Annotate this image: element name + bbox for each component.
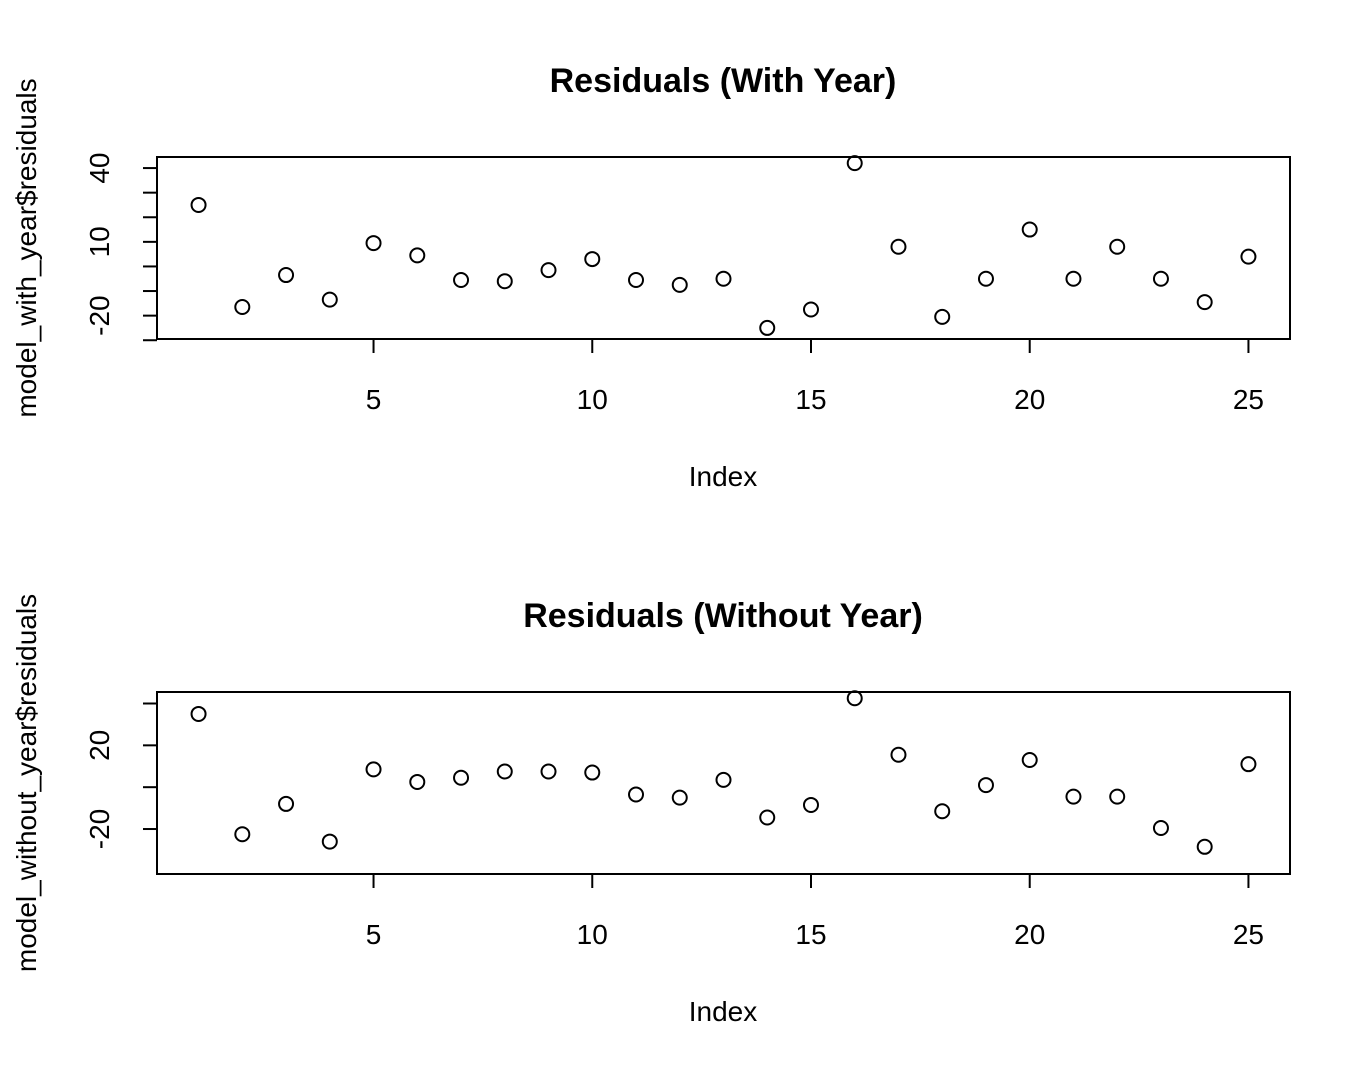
x-tick-label: 15 [795, 919, 826, 950]
data-point [934, 308, 951, 325]
residuals-without-year-panel: Residuals (Without Year) 5 10 15 20 25 -20 20… [11, 594, 1291, 1027]
data-point [540, 262, 557, 279]
x-tick-label: 20 [1014, 384, 1045, 415]
data-point [1109, 788, 1126, 805]
x-tick-label: 10 [577, 384, 608, 415]
data-point [190, 705, 207, 722]
data-point [1152, 270, 1169, 287]
x-tick-label: 5 [366, 384, 382, 415]
data-point [365, 235, 382, 252]
data-point [628, 271, 645, 288]
data-point [321, 291, 338, 308]
data-point [977, 777, 994, 794]
data-point [190, 196, 207, 213]
data-point [934, 803, 951, 820]
data-point [977, 270, 994, 287]
data-point [628, 786, 645, 803]
data-point [1240, 756, 1257, 773]
data-point [453, 769, 470, 786]
data-point [365, 761, 382, 778]
chart-title: Residuals (With Year) [550, 62, 897, 100]
data-point [890, 746, 907, 763]
data-point [671, 789, 688, 806]
data-point [1065, 788, 1082, 805]
data-point [1109, 238, 1126, 255]
y-tick-label: 10 [84, 226, 115, 257]
residuals-with-year-panel: Residuals (With Year) 5 10 15 20 25 -201040 … [11, 62, 1291, 492]
data-point [802, 796, 819, 813]
x-axis: 5 10 15 20 25 [366, 339, 1264, 415]
y-axis-label: model_without_year$residuals [11, 594, 42, 972]
x-tick-label: 20 [1014, 919, 1045, 950]
data-point [802, 301, 819, 318]
plot-box [156, 691, 1291, 875]
data-point [846, 690, 863, 707]
data-point [278, 267, 295, 284]
data-point [234, 826, 251, 843]
data-point [1240, 248, 1257, 265]
data-point [671, 276, 688, 293]
data-point [1021, 751, 1038, 768]
data-point [409, 247, 426, 264]
x-axis: 5 10 15 20 25 [366, 874, 1264, 950]
data-point [890, 238, 907, 255]
data-point [496, 763, 513, 780]
x-tick-label: 10 [577, 919, 608, 950]
x-tick-label: 15 [795, 384, 826, 415]
x-tick-label: 25 [1233, 384, 1264, 415]
data-point [584, 251, 601, 268]
chart-title: Residuals (Without Year) [523, 597, 923, 635]
data-point [1021, 221, 1038, 238]
data-point [1152, 819, 1169, 836]
plot-box [156, 156, 1291, 340]
y-axis-label: model_with_year$residuals [11, 78, 42, 417]
data-points [190, 155, 1257, 336]
y-tick-label: -20 [84, 295, 115, 335]
data-point [715, 771, 732, 788]
data-point [496, 273, 513, 290]
data-point [846, 155, 863, 172]
y-axis: -20 10 40 [84, 152, 157, 342]
x-axis-label: Index [689, 996, 758, 1027]
y-tick-label: 20 [84, 730, 115, 761]
data-point [1065, 270, 1082, 287]
data-point [540, 763, 557, 780]
data-point [234, 299, 251, 316]
data-point [409, 773, 426, 790]
data-point [715, 270, 732, 287]
data-point [321, 833, 338, 850]
y-axis: -20 20 [84, 702, 157, 849]
data-point [278, 795, 295, 812]
data-point [1196, 294, 1213, 311]
x-axis-label: Index [689, 461, 758, 492]
data-points [190, 690, 1257, 855]
data-point [453, 271, 470, 288]
data-point [584, 764, 601, 781]
data-point [759, 809, 776, 826]
y-tick-label: -20 [84, 809, 115, 849]
data-point [759, 319, 776, 336]
data-point [1196, 838, 1213, 855]
x-tick-label: 5 [366, 919, 382, 950]
y-tick-label: 40 [84, 152, 115, 183]
x-tick-label: 25 [1233, 919, 1264, 950]
